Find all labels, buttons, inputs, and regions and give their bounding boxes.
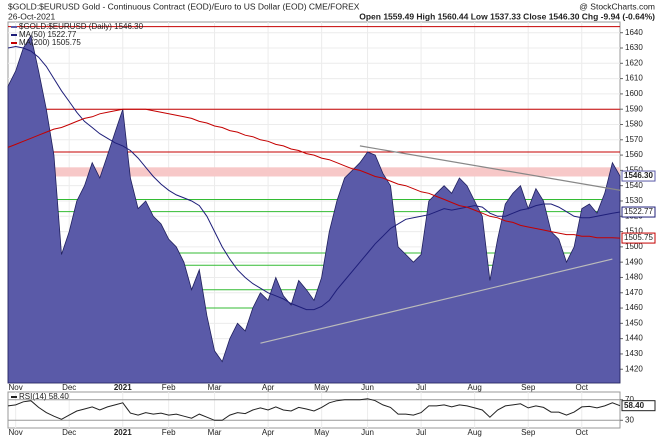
y-tick-label: 1440 <box>625 334 643 343</box>
x-tick-label: 2021 <box>114 428 132 437</box>
x-tick-label: Nov <box>9 383 23 392</box>
legend-label: RSI(14) 58.40 <box>19 392 69 401</box>
last-value-box <box>621 206 656 218</box>
x-tick-label: Jul <box>416 428 426 437</box>
last-value-tag: 58.40 <box>621 400 656 412</box>
y-tick-label: 1630 <box>625 43 643 52</box>
y-tick-label: 1420 <box>625 364 643 373</box>
legend-label: $GOLD:$EURUSD (Daily) 1546.30 <box>19 22 144 31</box>
x-tick-label: Feb <box>162 383 176 392</box>
x-tick-label: Jun <box>361 428 374 437</box>
y-tick-label: 1430 <box>625 349 643 358</box>
x-tick-label: Dec <box>62 383 76 392</box>
x-tick-label: Sep <box>521 383 536 392</box>
y-tick-label: 1590 <box>625 104 643 113</box>
y-tick-label: 1480 <box>625 273 643 282</box>
y-tick-label: 1460 <box>625 303 643 312</box>
y-tick-label: 1470 <box>625 288 643 297</box>
x-tick-label: Mar <box>208 428 222 437</box>
x-tick-label: Jul <box>416 383 426 392</box>
y-tick-label: 1490 <box>625 257 643 266</box>
date: 26-Oct-2021 <box>8 11 56 21</box>
last-value-tag: 1522.77 <box>621 206 656 218</box>
y-tick-label: 1450 <box>625 318 643 327</box>
series-line <box>7 398 621 421</box>
chart-title: $GOLD:$EURUSD Gold - Continuous Contract… <box>8 1 360 11</box>
trendline <box>359 145 621 191</box>
last-value-label: 1546.30 <box>624 171 653 180</box>
band <box>8 167 620 177</box>
x-tick-label: Mar <box>208 383 222 392</box>
series-line <box>7 108 621 239</box>
rsi-panel <box>7 391 621 429</box>
legend-label: MA(50) 1522.77 <box>19 30 77 39</box>
x-tick-label: Oct <box>576 428 589 437</box>
y-tick-label: 1640 <box>625 28 643 37</box>
y-tick-label: 1610 <box>625 74 643 83</box>
x-tick-label: Feb <box>162 428 176 437</box>
x-tick-label: Aug <box>468 428 482 437</box>
x-tick-label: 2021 <box>114 383 132 392</box>
x-tick-label: Nov <box>9 428 23 437</box>
price-area <box>7 34 621 384</box>
x-tick-label: Jun <box>361 383 374 392</box>
y-tick-label: 30 <box>625 415 634 424</box>
y-tick-label: 1600 <box>625 89 643 98</box>
y-tick-label: 1540 <box>625 181 643 190</box>
x-tick-label: Oct <box>576 383 589 392</box>
x-tick-label: Apr <box>262 428 275 437</box>
series-line <box>7 45 621 311</box>
last-value-tag: 1505.75 <box>621 232 656 244</box>
y-tick-label: 1550 <box>625 165 643 174</box>
y-tick-label: 1580 <box>625 120 643 129</box>
trendline <box>260 258 613 344</box>
quote: Open 1559.49 High 1560.44 Low 1537.33 Cl… <box>359 11 655 21</box>
x-tick-label: Aug <box>468 383 482 392</box>
y-tick-label: 1510 <box>625 227 643 236</box>
credit: @ StockCharts.com <box>579 1 655 11</box>
y-tick-label: 70 <box>625 395 634 404</box>
last-value-box <box>621 170 656 182</box>
x-tick-label: Sep <box>521 428 536 437</box>
last-value-label: 1522.77 <box>624 207 653 216</box>
x-tick-label: Dec <box>62 428 76 437</box>
last-value-label: 1505.75 <box>624 233 653 242</box>
y-tick-label: 1570 <box>625 135 643 144</box>
y-tick-label: 1530 <box>625 196 643 205</box>
x-tick-label: May <box>314 383 329 392</box>
y-tick-label: 1500 <box>625 242 643 251</box>
last-value-label: 58.40 <box>624 401 645 410</box>
x-tick-label: May <box>314 428 329 437</box>
x-tick-label: Apr <box>262 383 275 392</box>
y-tick-label: 1620 <box>625 58 643 67</box>
last-value-box <box>621 232 656 244</box>
y-tick-label: 1560 <box>625 150 643 159</box>
last-value-tag: 1546.30 <box>621 170 656 182</box>
last-value-box <box>621 400 656 412</box>
legend-label: MA(200) 1505.75 <box>19 38 81 47</box>
